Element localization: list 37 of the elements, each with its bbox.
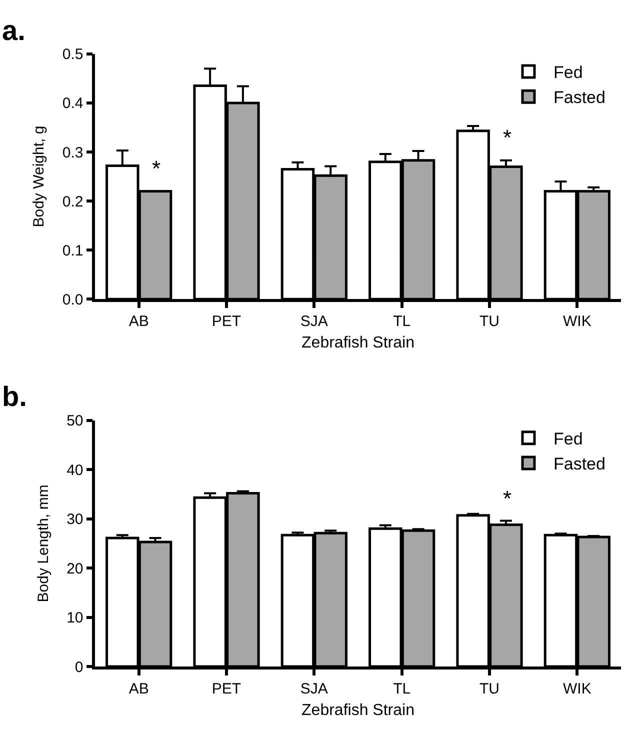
y-tick-label: 0.1 bbox=[62, 242, 84, 260]
x-tick-label: TU bbox=[480, 680, 500, 698]
legend-label: Fed bbox=[553, 63, 583, 82]
annotation: * bbox=[503, 125, 512, 150]
x-tick-label: TL bbox=[393, 312, 411, 330]
y-axis-title: Body Weight, g bbox=[30, 126, 48, 228]
y-tick-label: 0 bbox=[74, 658, 84, 676]
y-tick-label: 40 bbox=[66, 462, 84, 479]
x-tick-label: AB bbox=[128, 680, 149, 698]
x-tick-label: SJA bbox=[300, 312, 328, 330]
annotation: * bbox=[503, 486, 512, 511]
x-tick-label: WIK bbox=[563, 312, 592, 330]
y-tick-label: 0.3 bbox=[62, 144, 84, 162]
annotation: * bbox=[152, 156, 161, 181]
y-axis-title: Body Length, mm bbox=[34, 484, 52, 602]
x-tick-label: SJA bbox=[300, 680, 328, 698]
x-tick-label: PET bbox=[212, 680, 242, 698]
x-tick-label: WIK bbox=[563, 680, 592, 698]
y-tick-label: 0.0 bbox=[62, 291, 84, 308]
legend-label: Fasted bbox=[553, 454, 606, 474]
y-tick-label: 50 bbox=[66, 412, 84, 430]
y-tick-label: 30 bbox=[66, 511, 84, 528]
legend-label: Fed bbox=[553, 430, 583, 449]
x-axis-title: Zebrafish Strain bbox=[302, 334, 414, 352]
y-tick-label: 10 bbox=[66, 610, 84, 627]
chart-title: b. bbox=[2, 381, 27, 412]
x-tick-label: AB bbox=[128, 312, 149, 330]
chart-title: a. bbox=[2, 15, 26, 46]
x-tick-label: PET bbox=[212, 312, 242, 330]
x-tick-label: TL bbox=[393, 680, 411, 698]
y-tick-label: 20 bbox=[66, 560, 84, 578]
y-tick-label: 0.4 bbox=[62, 95, 84, 112]
x-tick-label: TU bbox=[480, 312, 500, 330]
y-tick-label: 0.2 bbox=[62, 193, 84, 210]
y-tick-label: 0.5 bbox=[62, 46, 84, 64]
legend-label: Fasted bbox=[553, 88, 606, 108]
x-axis-title: Zebrafish Strain bbox=[302, 702, 414, 720]
